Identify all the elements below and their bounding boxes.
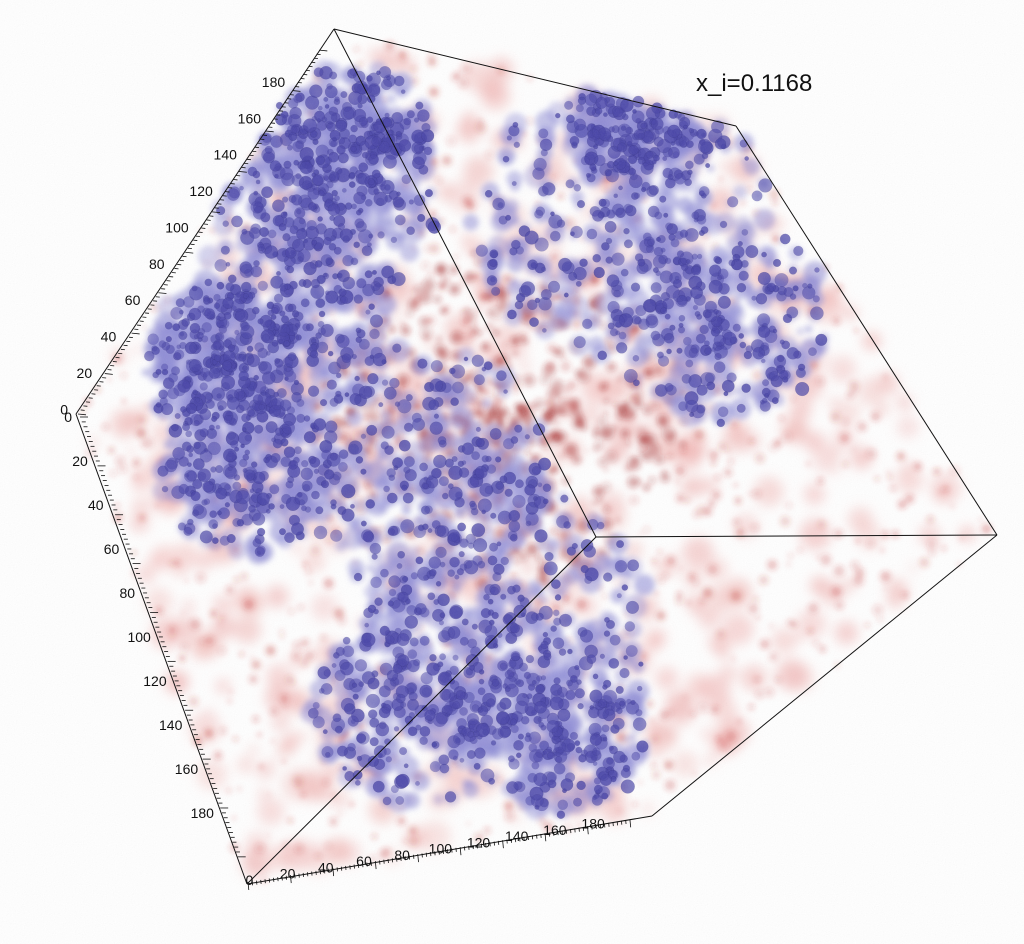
upper-axis-major-tick	[319, 49, 328, 52]
upper-axis-tick-label: 140	[214, 147, 238, 163]
upper-axis-major-tick	[158, 292, 167, 294]
bottom-axis-major-tick	[587, 826, 589, 835]
bottom-axis-major-tick	[290, 874, 292, 884]
inner-edge-right	[595, 534, 998, 538]
edge-lower-right	[651, 534, 998, 817]
edge-upper-left	[75, 28, 335, 415]
left-depth-axis: 0 20 40 60 80 100 120 140 160 180	[64, 409, 246, 858]
upper-axis-major-tick	[77, 413, 87, 416]
bottom-axis-tick-label: 100	[429, 841, 453, 857]
inner-edge-bottom	[246, 536, 597, 885]
bottom-axis-tick-label: 140	[505, 828, 529, 844]
upper-axis-tick-label: 80	[149, 256, 165, 272]
left-axis-tick-label: 140	[159, 717, 183, 733]
bottom-axis-tick-label: 60	[356, 853, 372, 869]
bottom-axis-major-tick	[417, 854, 419, 863]
upper-axis-major-tick	[265, 130, 274, 133]
inner-edge-top	[333, 28, 597, 538]
edge-lower-left	[75, 413, 248, 885]
upper-axis-major-tick	[292, 90, 301, 92]
left-axis-tick-label: 120	[143, 673, 167, 689]
bottom-axis-tick-label: 0	[246, 872, 254, 888]
cube-wireframe	[75, 28, 998, 885]
upper-axis-major-tick	[238, 171, 247, 173]
upper-axis-major-tick	[104, 373, 113, 375]
bottom-axis-tick-label: 20	[280, 866, 296, 882]
left-axis-tick-label: 100	[127, 629, 151, 645]
upper-axis-tick-label: 160	[238, 110, 262, 126]
left-axis-tick-label: 160	[175, 761, 199, 777]
bottom-axis-tick-label: 160	[543, 822, 567, 838]
upper-axis-tick-label: 180	[262, 74, 286, 90]
bottom-axis-major-tick	[459, 847, 462, 856]
bottom-axis-major-tick	[502, 840, 504, 849]
bottom-axis-tick-label: 40	[318, 859, 334, 875]
edge-top	[333, 28, 737, 127]
bottom-axis-major-tick	[332, 868, 335, 877]
bottom-axis-major-tick	[629, 819, 632, 828]
upper-left-axis: 0 20 40 60 80 100 120 140 160 180	[60, 49, 328, 417]
bottom-axis: 0 20 40 60 80 100 120 140 160 180	[246, 816, 632, 891]
edge-upper-right	[735, 125, 998, 536]
bottom-axis-major-tick	[247, 881, 250, 891]
upper-axis-tick-label: 120	[189, 183, 213, 199]
left-axis-tick-label: 180	[191, 805, 215, 821]
ionization-fraction-label: x_i=0.1168	[696, 70, 812, 97]
bottom-axis-major-tick	[544, 833, 547, 842]
left-axis-tick-label: 40	[88, 497, 104, 513]
bottom-axis-tick-label: 180	[581, 816, 605, 832]
upper-axis-major-tick	[212, 211, 221, 214]
left-axis-tick-label: 80	[120, 585, 136, 601]
left-axis-tick-label: 60	[104, 541, 120, 557]
edge-bottom	[246, 815, 653, 885]
left-axis-tick-label: 20	[72, 453, 88, 469]
upper-axis-tick-label: 0	[60, 401, 68, 417]
upper-axis-tick-label: 40	[101, 329, 117, 345]
upper-axis-tick-label: 20	[77, 365, 93, 381]
upper-axis-tick-label: 100	[165, 219, 189, 235]
upper-axis-major-tick	[131, 332, 140, 335]
left-axis-tick-label: 0	[64, 409, 72, 425]
bottom-axis-major-tick	[374, 861, 377, 870]
upper-axis-major-tick	[185, 251, 194, 254]
upper-axis-tick-label: 60	[125, 292, 141, 308]
bottom-axis-tick-label: 120	[467, 834, 491, 850]
bottom-axis-tick-label: 80	[394, 847, 410, 863]
